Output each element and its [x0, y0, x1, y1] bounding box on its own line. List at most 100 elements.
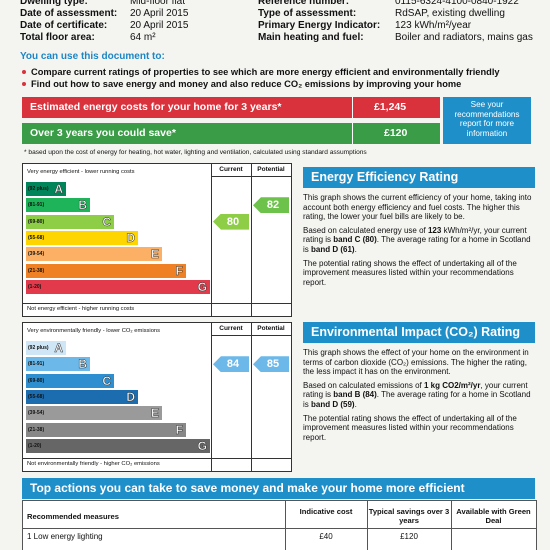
rating-band: (69-80) C: [26, 214, 114, 229]
header-value: 123 kWh/m²/year: [395, 20, 472, 31]
header-value: 20 April 2015: [130, 8, 189, 19]
rating-band: (39-54) E: [26, 406, 162, 420]
band-letter: C: [102, 214, 111, 229]
rating-title: Environmental Impact (CO₂) Rating: [303, 322, 535, 343]
text-run: 123: [427, 225, 442, 235]
header-label: Reference number:: [258, 0, 350, 7]
band-range: (21-38): [28, 426, 45, 433]
text-run: 1 kg CO2/m²/yr: [423, 380, 481, 390]
current-rating: 80: [213, 213, 249, 230]
row-divider: [23, 528, 536, 529]
potential-heading: Potential: [257, 325, 285, 332]
band-letter: F: [175, 263, 183, 278]
rating-band: (1-20) G: [26, 439, 210, 453]
table-cell: £40: [319, 532, 333, 541]
header-label: Date of assessment:: [20, 8, 118, 19]
band-letter: E: [150, 406, 160, 421]
column-divider: [451, 501, 452, 550]
band-range: (81-91): [28, 361, 45, 368]
band-range: (69-80): [28, 377, 45, 384]
current-heading: Current: [219, 325, 243, 332]
potential-heading: Potential: [257, 166, 285, 173]
header-value: 0115-6324-4100-0840-1922: [395, 0, 519, 7]
rating-chart: Very energy efficient - lower running co…: [22, 163, 292, 317]
paragraph: The potential rating shows the effect of…: [303, 414, 535, 443]
band-letter: G: [197, 438, 207, 454]
header-value: 20 April 2015: [130, 20, 189, 31]
band-range: (92 plus): [28, 186, 49, 192]
rating-band: (69-80) C: [26, 373, 114, 388]
header-value: Mid-floor flat: [130, 0, 186, 7]
band-range: (39-54): [28, 410, 45, 417]
scale-bottom: Not environmentally friendly - higher CO…: [27, 461, 160, 467]
band-range: (81-91): [28, 202, 45, 209]
text-run: band C (80): [333, 235, 377, 245]
saving-value: £120: [384, 127, 408, 139]
header-value: Boiler and radiators, mains gas: [395, 32, 533, 43]
header-value: RdSAP, existing dwelling: [395, 8, 505, 19]
text-run: .: [354, 244, 357, 254]
divider: [211, 164, 212, 316]
paragraph: This graph shows the effect of your home…: [303, 348, 535, 377]
current-rating: 84: [213, 356, 249, 373]
band-letter: D: [126, 389, 135, 405]
text-run: band B (84): [333, 390, 377, 400]
column-header: Indicative cost: [299, 507, 353, 516]
band-range: (21-38): [28, 267, 45, 274]
text-run: The potential rating shows the effect of…: [303, 413, 517, 442]
band-letter: F: [175, 422, 183, 437]
bullet: Find out how to save energy and money an…: [31, 79, 462, 89]
column-header: Recommended measures: [27, 512, 120, 521]
rating-band: (1-20) G: [26, 280, 210, 294]
band-range: (1-20): [28, 442, 42, 449]
text-run: . The average rating for a home in Scotl…: [303, 235, 531, 254]
rating-chart: Very environmentally friendly - lower CO…: [22, 322, 292, 472]
footnote: * based upon the cost of energy for heat…: [24, 149, 367, 156]
band-letter: C: [102, 373, 111, 388]
divider: [23, 458, 291, 459]
divider: [251, 323, 252, 471]
rating-band: (21-38) F: [26, 263, 186, 278]
divider: [23, 303, 291, 304]
band-letter: A: [54, 341, 63, 356]
rating-band: (55-68) D: [26, 231, 138, 245]
rating-band: (21-38) F: [26, 422, 186, 437]
text-run: , your current rating is: [303, 380, 528, 400]
potential-rating: 85: [253, 356, 289, 373]
text-run: Based on calculated energy use of: [303, 225, 428, 235]
text-run: . The average rating for a home in Scotl…: [303, 390, 531, 409]
paragraph: The potential rating shows the effect of…: [303, 259, 535, 288]
divider: [211, 335, 291, 336]
header-label: Primary Energy Indicator:: [258, 20, 381, 31]
band-letter: E: [150, 247, 160, 262]
band-range: (55-68): [28, 234, 45, 241]
divider: [211, 176, 291, 177]
band-letter: B: [78, 357, 87, 372]
actions-table: Recommended measures Indicative cost Typic…: [22, 500, 537, 550]
rating-text: This graph shows the effect of your home…: [303, 348, 535, 446]
band-letter: B: [78, 198, 87, 213]
estimated-value: £1,245: [374, 101, 407, 113]
bullet-dot: [22, 82, 26, 86]
estimated-label: Estimated energy costs for your home for…: [30, 101, 282, 113]
header-label: Main heating and fuel:: [258, 32, 364, 43]
scale-top: Very environmentally friendly - lower CO…: [27, 328, 161, 334]
band-range: (39-54): [28, 251, 45, 258]
paragraph: Based on calculated emissions of 1 kg CO…: [303, 381, 535, 410]
band-range: (55-68): [28, 393, 45, 400]
table-cell: £120: [400, 532, 418, 541]
band-range: (1-20): [28, 283, 42, 290]
rating-band: (92 plus) A: [26, 182, 66, 196]
text-run: .: [354, 399, 357, 409]
scale-top: Very energy efficient - lower running co…: [27, 169, 135, 175]
band-letter: A: [54, 182, 63, 197]
header-label: Dwelling type:: [20, 0, 88, 7]
header-label: Type of assessment:: [258, 8, 357, 19]
band-letter: G: [197, 279, 207, 295]
paragraph: This graph shows the current efficiency …: [303, 193, 535, 222]
paragraph: Based on calculated energy use of 123 kW…: [303, 226, 535, 255]
estimated-cost-bar: Estimated energy costs for your home for…: [22, 97, 440, 118]
text-run: This graph shows the effect of your home…: [303, 348, 529, 377]
potential-rating: 82: [253, 197, 289, 214]
